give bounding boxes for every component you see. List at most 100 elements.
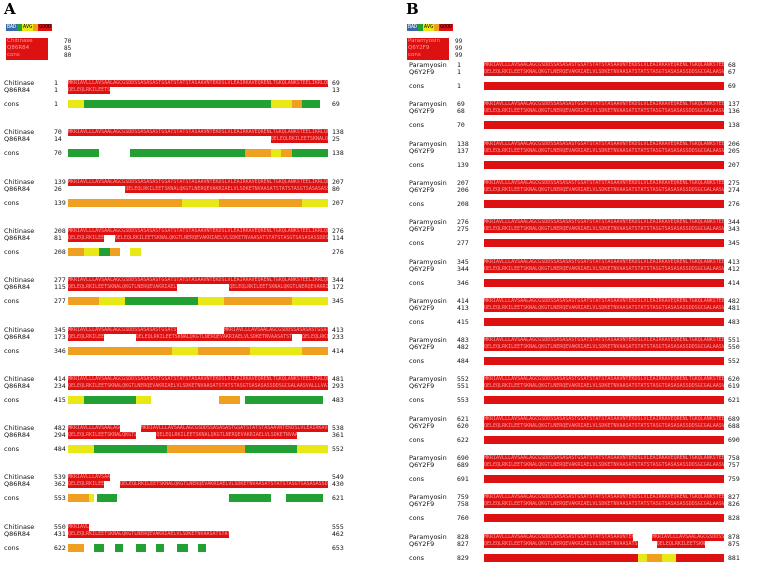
- sequence-residues: MKRIAVLLLAVSAALAGCGSDDSSASASASTGSATSTATS…: [484, 179, 724, 186]
- consensus-segment: [296, 445, 328, 454]
- end-position: 483: [332, 395, 344, 404]
- consensus-segment: [302, 100, 321, 108]
- legend-bad: BAD: [407, 24, 419, 31]
- consensus-name: cons: [4, 395, 20, 404]
- consensus-bar: [68, 543, 328, 552]
- sequence-name: Paramyosin: [409, 100, 447, 109]
- end-position: 414: [728, 278, 740, 287]
- consensus-bar: [68, 297, 328, 306]
- sequence-bar: QELEQLRKILEETSKNALQKGTLNERQEVAKRIAELVLSD…: [125, 185, 328, 193]
- sequence-bar: MKRIAVLLLAVSAALAGCGSDDSSASASASTGSATSTATS…: [484, 455, 724, 462]
- sequence-residues: MKRIAVLLLAVSAALAGCGSDDSSASASASTGSATSTATS…: [484, 101, 724, 108]
- start-position: 622: [54, 543, 66, 552]
- end-position: 757: [728, 461, 740, 469]
- sequence-residues: QELEQLRKILEETSKNALQKGTLNERQEVAKRIAELVLSD…: [135, 333, 292, 340]
- sequence-bar: MKRIAVLLLAVSAALAGCGSDDSSASASASTGSATSTATS…: [68, 326, 178, 334]
- end-position: 538: [332, 424, 344, 433]
- end-position: 136: [728, 107, 740, 116]
- end-position: 233: [332, 332, 344, 341]
- sequence-bar: QELEQLRKILEETSKNALQKGTLNERQEVAKRIAELVLSD…: [484, 226, 724, 234]
- legend-good: GOOD: [38, 24, 53, 31]
- sequence-residues: MKRIAVLLLAVSAALAGCGSDDSSASASASTGSATSTATS…: [68, 80, 328, 86]
- end-position: 620: [728, 375, 740, 384]
- consensus-segment: [109, 247, 120, 256]
- sequence-residues: QELEQLRKILEETSKNALQKGTLNERQEVAKRIAELVLSD…: [484, 383, 724, 390]
- consensus-segment: [135, 395, 152, 404]
- consensus-segment: [96, 494, 118, 503]
- consensus-segment: [83, 395, 136, 404]
- start-position: 346: [54, 346, 66, 355]
- consensus-segment: [647, 553, 662, 562]
- alignment-block: Paramyosin 828 MKRIAVLLLAVSAALAGCGSDDSSASA…: [392, 533, 783, 574]
- consensus-segment: [94, 543, 105, 552]
- sequence-bar: QELEQLRKILEETSKNALQKGTLNERQEVAKRIAELVLSD…: [68, 481, 105, 489]
- sequence-name: Paramyosin: [409, 454, 447, 462]
- score-value: 85: [64, 45, 72, 52]
- sequence-name: Q6Y2F9: [409, 461, 435, 469]
- consensus-name: cons: [409, 396, 425, 405]
- sequence-name: Paramyosin: [409, 61, 447, 69]
- start-position: 362: [54, 480, 66, 489]
- sequence-bar: MKRIAVLLLAVSAALAGCGSDDSSASASASTGSATSTATS…: [484, 337, 724, 345]
- consensus-segment: [68, 543, 84, 552]
- start-position: 345: [54, 325, 66, 334]
- sequence-name: Q6Y2F9: [409, 382, 435, 391]
- consensus-segment: [94, 445, 167, 454]
- sequence-residues: QELEQLRKILEETSKNALQKGTLNERQEVAKRIAELVLSD…: [484, 501, 724, 508]
- consensus-segment: [291, 149, 328, 158]
- score-label: cons: [7, 52, 20, 58]
- sequence-bar: QELEQLRKILEETSKNALQKGTLNERQEVAKRIAELVLSD…: [484, 344, 724, 352]
- consensus-name: cons: [409, 82, 425, 90]
- consensus-bar: [484, 199, 724, 208]
- sequence-residues: MKRIAVLLLAVSAALAGCGSDDSSASASASTGSATSTATS…: [224, 326, 328, 333]
- consensus-segment: [198, 346, 250, 355]
- sequence-name: Paramyosin: [409, 375, 447, 384]
- score-values: 70 85 80: [64, 38, 71, 59]
- sequence-name: Q86R84: [4, 135, 31, 144]
- consensus-segment: [484, 278, 724, 287]
- sequence-bar: QELEQLRKILEETSKNALQKGTLNERQEVAKRIAELVLSD…: [484, 462, 724, 469]
- end-position: 881: [728, 553, 740, 562]
- start-position: 689: [457, 461, 469, 469]
- start-position: 70: [457, 121, 465, 130]
- consensus-segment: [68, 445, 94, 454]
- start-position: 139: [457, 160, 469, 169]
- start-position: 277: [54, 276, 66, 285]
- consensus-segment: [125, 297, 198, 306]
- consensus-segment: [218, 395, 240, 404]
- consensus-segment: [130, 149, 245, 158]
- start-position: 1: [54, 79, 58, 87]
- alignment-panel-a: A BAD AVG GOOD Chitinase Q86R84 cons 70 …: [0, 0, 392, 564]
- end-position: 207: [332, 177, 344, 186]
- sequence-residues: QELEQLRKILEETSKNALQKGTLNERQEVAKRIAELVLSD…: [484, 422, 724, 429]
- end-position: 137: [728, 100, 740, 109]
- consensus-bar: [68, 494, 328, 503]
- sequence-name: Q6Y2F9: [409, 303, 435, 312]
- alignment-block: Chitinase482MKRIAVLLLAVSAALAGCGSDDSSASAS…: [0, 425, 392, 465]
- consensus-segment: [484, 82, 724, 90]
- sequence-name: Q86R84: [4, 233, 31, 242]
- consensus-segment: [484, 514, 724, 523]
- consensus-name: cons: [4, 297, 20, 306]
- sequence-name: Q86R84: [4, 283, 31, 292]
- end-position: 653: [332, 543, 344, 552]
- end-position: 414: [332, 346, 344, 355]
- sequence-name: Chitinase: [4, 79, 35, 87]
- sequence-residues: QELEQLRKILEETSKNALQKGTLNERQEVAKRIAELVLSD…: [68, 481, 105, 488]
- end-position: 758: [728, 454, 740, 462]
- end-position: 552: [332, 445, 344, 454]
- alignment-block: Paramyosin 1 MKRIAVLLLAVSAALAGCGSDDSSASASA…: [392, 62, 783, 102]
- end-position: 412: [728, 264, 740, 273]
- sequence-residues: MKRIAVLLLAVSAALAGCGSDDSSASASASTGSATSTATS…: [68, 474, 110, 481]
- end-position: 205: [728, 146, 740, 155]
- start-position: 550: [54, 522, 66, 531]
- end-position: 138: [728, 121, 740, 130]
- consensus-name: cons: [409, 475, 425, 483]
- sequence-bar: QELEQLRKILEETSKNALQKGTLNERQEVAKRIAELVLSD…: [484, 147, 724, 155]
- sequence-bar: QELEQLRKILEETSKNALQKGTLNERQEVAKRIAELVLSD…: [484, 304, 724, 312]
- sequence-residues: MKRIAVLLLAVSAALAGCGSDDSSASASASTGSATSTATS…: [68, 227, 328, 234]
- start-position: 81: [54, 233, 62, 242]
- alignment-block: Chitinase 550MKRIAVLLLAVSAALAGCGSDDSSASAS…: [0, 522, 392, 564]
- sequence-bar: MKRIAVLLLAVSAALAGCGSDDSSASASASTGSATSTATS…: [68, 277, 328, 285]
- start-position: 621: [457, 414, 469, 423]
